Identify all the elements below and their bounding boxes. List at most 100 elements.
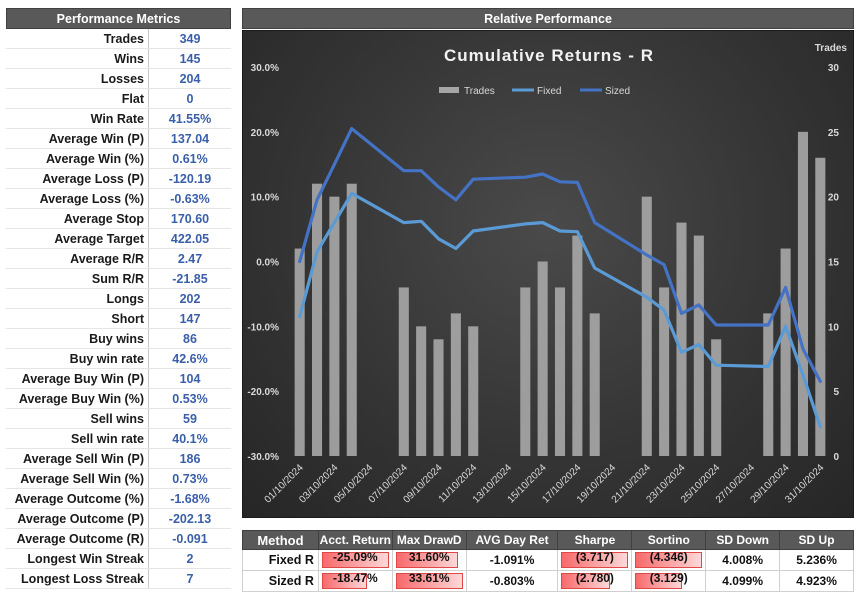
trades-bar [520, 287, 531, 456]
method-table-body: Fixed R -25.09% 31.60% -1.091% (3.717) (4.346… [242, 549, 854, 592]
trades-bar [433, 339, 444, 456]
metric-value: -21.85 [172, 272, 208, 286]
performance-metrics-table: Performance Metrics Trades 349 Wins 145 Loss… [6, 8, 231, 589]
metric-value: 2.47 [177, 252, 203, 266]
legend-label-sized: Sized [605, 86, 630, 97]
metric-label: Buy wins [6, 329, 149, 348]
sized-line [298, 126, 822, 383]
y-tick-label: -10.0% [247, 322, 279, 333]
metric-value: -0.63% [170, 192, 210, 206]
metric-label: Win Rate [6, 109, 149, 128]
databar-fill [635, 552, 703, 568]
metric-label: Wins [6, 49, 149, 68]
legend-label-trades: Trades [464, 86, 495, 97]
metric-label: Average Loss (%) [6, 189, 149, 208]
y2-tick-label: 30 [828, 63, 840, 74]
method-header-cell: AVG Day Ret [465, 530, 559, 550]
trades-bar [311, 183, 323, 456]
trades-bar [815, 157, 826, 456]
metric-value: 147 [179, 312, 201, 326]
method-cell-avg-day-ret: -0.803% [465, 570, 559, 592]
metric-label: Longest Loss Streak [6, 569, 149, 588]
method-header-cell: SD Down [705, 530, 781, 550]
method-cell-sd-down: 4.008% [705, 549, 781, 571]
metric-row: Short 147 [6, 309, 231, 329]
trades-bar [711, 339, 722, 456]
cell-value: 33.61% [408, 571, 450, 585]
trades-bar [676, 222, 687, 456]
metric-row: Longest Loss Streak 7 [6, 569, 231, 589]
method-header-cell: Sharpe [557, 530, 633, 550]
y-tick-label: 10.0% [251, 193, 279, 204]
method-header-cell: Sortino [631, 530, 707, 550]
metric-label: Sum R/R [6, 269, 149, 288]
trades-bar [554, 287, 566, 456]
trades-bar [398, 287, 409, 456]
metric-row: Longs 202 [6, 289, 231, 309]
metric-label: Average Buy Win (P) [6, 369, 149, 388]
metric-label: Buy win rate [6, 349, 149, 368]
method-cell-sortino: (3.129) [631, 570, 707, 592]
databar-fill [321, 573, 367, 589]
metric-row: Average Win (%) 0.61% [6, 149, 231, 169]
method-cell-sharpe: (3.717) [557, 549, 633, 571]
databar-fill [635, 573, 682, 589]
y2-tick-label: 10 [828, 322, 840, 333]
metric-row: Average Outcome (P) -202.13 [6, 509, 231, 529]
cell-value: 31.60% [408, 550, 450, 564]
metric-value: 202 [179, 292, 201, 306]
method-header-cell: Acct. Return [317, 530, 393, 550]
trades-bar [589, 313, 600, 456]
trades-bar [416, 326, 427, 456]
metric-row: Average Outcome (%) -1.68% [6, 489, 231, 509]
method-row: Sized R -18.47% 33.61% -0.803% (2.780) (3.129… [242, 570, 854, 592]
metric-value: 0.73% [172, 472, 208, 486]
method-cell-max-drawd: 31.60% [391, 549, 467, 571]
metric-row: Win Rate 41.55% [6, 109, 231, 129]
legend-label-fixed: Fixed [537, 86, 561, 97]
metric-label: Longest Win Streak [6, 549, 149, 568]
metric-label: Trades [6, 29, 149, 48]
metric-row: Losses 204 [6, 69, 231, 89]
metric-label: Average Loss (P) [6, 169, 149, 188]
metric-row: Average Buy Win (%) 0.53% [6, 389, 231, 409]
metric-label: Average Outcome (%) [6, 489, 149, 508]
metric-value: 7 [186, 572, 194, 586]
trades-bar [346, 183, 357, 456]
metric-label: Short [6, 309, 149, 328]
y2-tick-label: 25 [828, 128, 840, 139]
method-cell-method: Sized R [242, 570, 319, 592]
metric-value: 204 [179, 72, 201, 86]
databar-fill [395, 573, 463, 589]
metric-value: -120.19 [168, 172, 212, 186]
databar-fill [561, 573, 611, 589]
cell-value: (2.780) [575, 571, 614, 585]
metric-row: Average Outcome (R) -0.091 [6, 529, 231, 549]
metric-value: 40.1% [172, 432, 208, 446]
relative-performance-title: Relative Performance [242, 8, 854, 29]
metric-row: Wins 145 [6, 49, 231, 69]
trades-bar [763, 313, 774, 456]
method-cell-sd-up: 4.923% [779, 570, 854, 592]
metric-row: Longest Win Streak 2 [6, 549, 231, 569]
fixed-line [298, 191, 822, 429]
metric-rows: Trades 349 Wins 145 Losses 204 Flat 0 Win Rate 41… [6, 29, 231, 589]
metric-row: Sum R/R -21.85 [6, 269, 231, 289]
metric-value: 0 [186, 92, 194, 106]
cell-value: (3.129) [649, 571, 688, 585]
cell-value: (3.717) [575, 550, 614, 564]
metric-row: Average R/R 2.47 [6, 249, 231, 269]
metric-row: Average Stop 170.60 [6, 209, 231, 229]
metric-label: Average Target [6, 229, 149, 248]
method-header-cell: SD Up [779, 530, 854, 550]
trades-bar [572, 235, 583, 456]
metric-label: Average Sell Win (P) [6, 449, 149, 468]
metric-row: Sell win rate 40.1% [6, 429, 231, 449]
y2-tick-label: 15 [828, 258, 840, 269]
method-cell-sharpe: (2.780) [557, 570, 633, 592]
cumulative-returns-chart: Cumulative Returns - R Trades 30.0% 20.0% 10… [242, 30, 854, 518]
metric-row: Average Loss (%) -0.63% [6, 189, 231, 209]
metric-row: Average Sell Win (%) 0.73% [6, 469, 231, 489]
y2-tick-label: 0 [833, 452, 839, 463]
method-row: Fixed R -25.09% 31.60% -1.091% (3.717) (4.346… [242, 549, 854, 571]
